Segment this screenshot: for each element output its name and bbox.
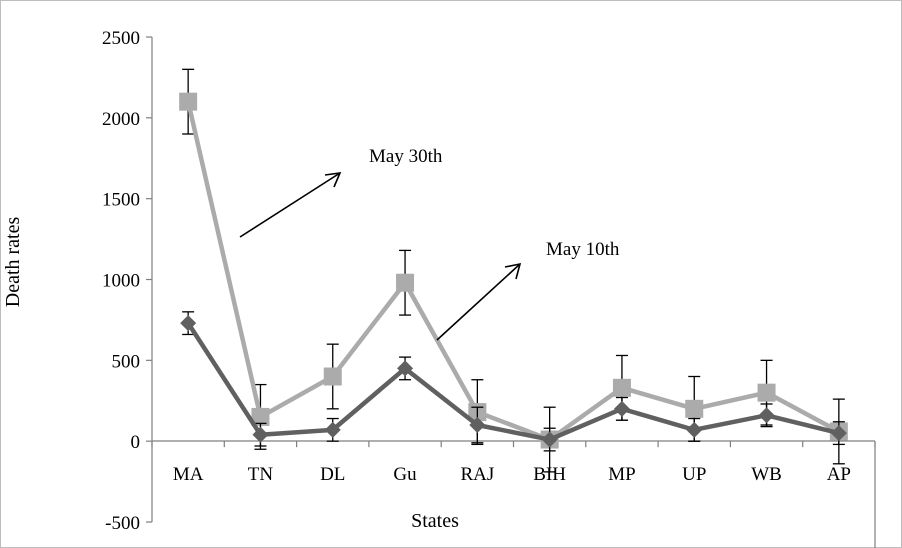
x-axis-title: States [411, 510, 459, 532]
annotation-arrow-may-10th [436, 263, 521, 341]
annotation-label-may-10th: May 10th [546, 239, 620, 260]
data-point-square [685, 399, 704, 418]
y-ticks: -500 0 500 1000 1500 2000 2500 [102, 28, 152, 534]
data-point-diamond [180, 315, 197, 332]
annotation-label-may-30th: May 30th [369, 146, 443, 167]
data-point-diamond [758, 407, 775, 424]
x-tick-label: AP [827, 464, 851, 485]
series-line [185, 101, 840, 442]
annotation-arrow-may-30th [239, 172, 341, 238]
series-0 [180, 311, 847, 452]
x-tick-label: TN [248, 464, 274, 485]
arrowhead-may-30th [324, 172, 342, 188]
data-point-square [757, 383, 776, 402]
data-point-square [396, 273, 415, 292]
y-axis-title: Death rates [2, 217, 24, 308]
y-tick-label: 1500 [102, 190, 140, 211]
data-point-diamond [469, 417, 486, 433]
data-point-diamond [324, 421, 341, 438]
x-tick-labels: MA TN DL Gu RAJ BIH MP UP WB AP [173, 464, 851, 485]
y-tick-label: 500 [112, 351, 141, 372]
y-tick-label: 0 [131, 432, 141, 453]
series-layer [179, 68, 848, 473]
data-point-diamond [830, 425, 847, 442]
data-point-square [251, 407, 270, 426]
y-tick-label: 1000 [102, 271, 140, 292]
x-tick-label: DL [320, 464, 345, 485]
x-ticks [151, 441, 876, 448]
data-point-diamond [397, 360, 414, 377]
data-point-diamond [252, 426, 269, 443]
arrowhead-may-10th [504, 262, 522, 280]
y-tick-label: 2000 [102, 109, 140, 130]
x-tick-label: WB [751, 464, 782, 485]
x-tick-label: MP [608, 464, 635, 485]
data-point-square [612, 378, 631, 397]
data-point-square [179, 92, 198, 111]
data-point-diamond [686, 421, 703, 438]
data-point-square [323, 367, 342, 386]
x-tick-label: RAJ [460, 464, 494, 485]
x-tick-label: UP [682, 464, 706, 485]
series-line [186, 321, 840, 442]
x-tick-label: BIH [533, 464, 566, 485]
y-tick-label: 2500 [102, 28, 140, 49]
annotation-may-10th: May 10th [436, 239, 620, 341]
x-tick-label: Gu [393, 464, 417, 485]
data-point-diamond [613, 400, 630, 417]
data-point-diamond [541, 431, 558, 448]
x-tick-label: MA [173, 464, 204, 485]
annotation-may-30th: May 30th [239, 146, 443, 238]
y-tick-label: -500 [105, 513, 140, 534]
